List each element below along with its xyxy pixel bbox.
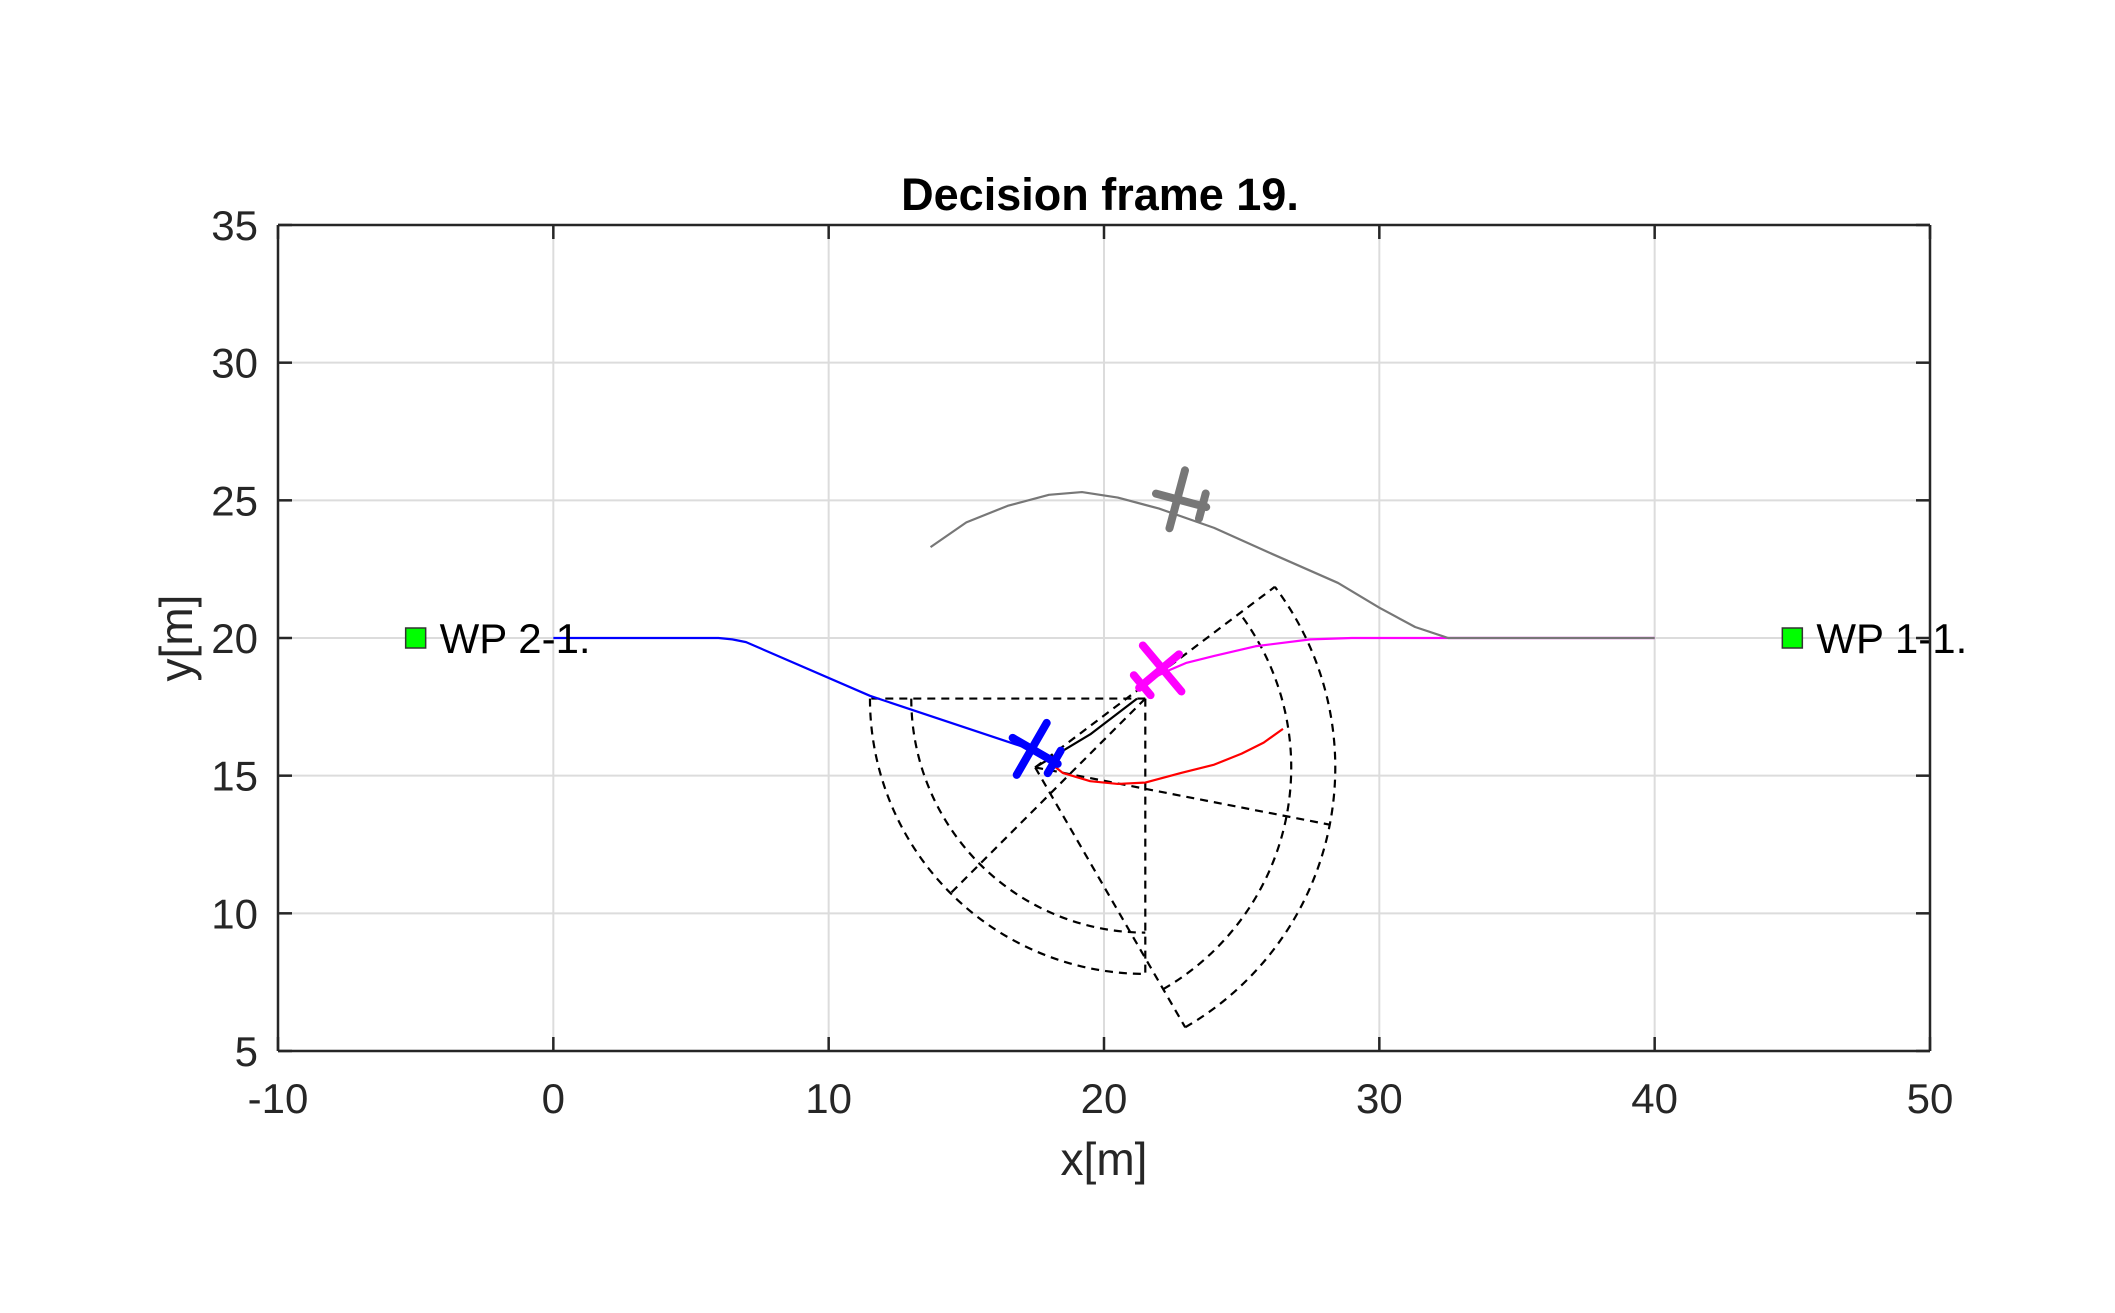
aircraft-icon (1008, 718, 1065, 779)
aircraft-tail (1043, 746, 1065, 778)
aircraft-wing (1138, 641, 1186, 696)
trajectory-line (553, 636, 1036, 752)
x-tick-label: 50 (1907, 1075, 1954, 1122)
waypoint-marker (404, 627, 427, 649)
y-tick-label: 25 (211, 477, 258, 524)
y-tick-label: 5 (235, 1028, 258, 1075)
waypoint-markers: WP 2-1. WP 1-1. (404, 615, 1967, 662)
aircraft-wing (1012, 718, 1051, 779)
trajectory-line (1144, 636, 1655, 684)
y-axis-label: y[m] (150, 595, 202, 682)
aircraft-tail (1129, 671, 1155, 700)
trajectory-line (929, 490, 1655, 640)
sensor-inner-arc (1162, 612, 1293, 991)
aircraft-markers (1008, 466, 1211, 779)
chart-title: Decision frame 19. (901, 169, 1299, 220)
waypoint-label: WP 1-1. (1816, 615, 1967, 662)
aircraft-wing (1165, 466, 1189, 533)
waypoint-label: WP 2-1. (440, 615, 591, 662)
x-tick-label: 0 (542, 1075, 565, 1122)
sensor-divider-line (949, 697, 1147, 895)
x-tick-labels: -10 0 10 20 30 40 50 (248, 1075, 1954, 1122)
x-tick-label: 30 (1356, 1075, 1403, 1122)
x-tick-label: 40 (1631, 1075, 1678, 1122)
trajectory-line (1034, 727, 1284, 786)
aircraft-icon (1129, 641, 1186, 700)
sensor-regions (868, 585, 1337, 1029)
y-tick-label: 15 (211, 753, 258, 800)
aircraft-icon (1151, 466, 1211, 533)
y-tick-label: 35 (211, 202, 258, 249)
aircraft-tail (1194, 489, 1210, 523)
waypoint-marker (1781, 627, 1804, 649)
axes (276, 223, 1932, 1053)
sensor-outer-arc (1184, 586, 1337, 1029)
x-axis-label: x[m] (1061, 1133, 1148, 1185)
x-tick-label: -10 (248, 1075, 309, 1122)
x-tick-label: 20 (1081, 1075, 1128, 1122)
y-tick-label: 30 (211, 340, 258, 387)
x-tick-label: 10 (805, 1075, 852, 1122)
sensor-outer-arc (868, 698, 1146, 976)
y-tick-label: 10 (211, 890, 258, 937)
y-tick-labels: 5 10 15 20 25 30 35 (211, 202, 258, 1075)
sensor-inner-arc (910, 698, 1146, 934)
y-tick-label: 20 (211, 615, 258, 662)
